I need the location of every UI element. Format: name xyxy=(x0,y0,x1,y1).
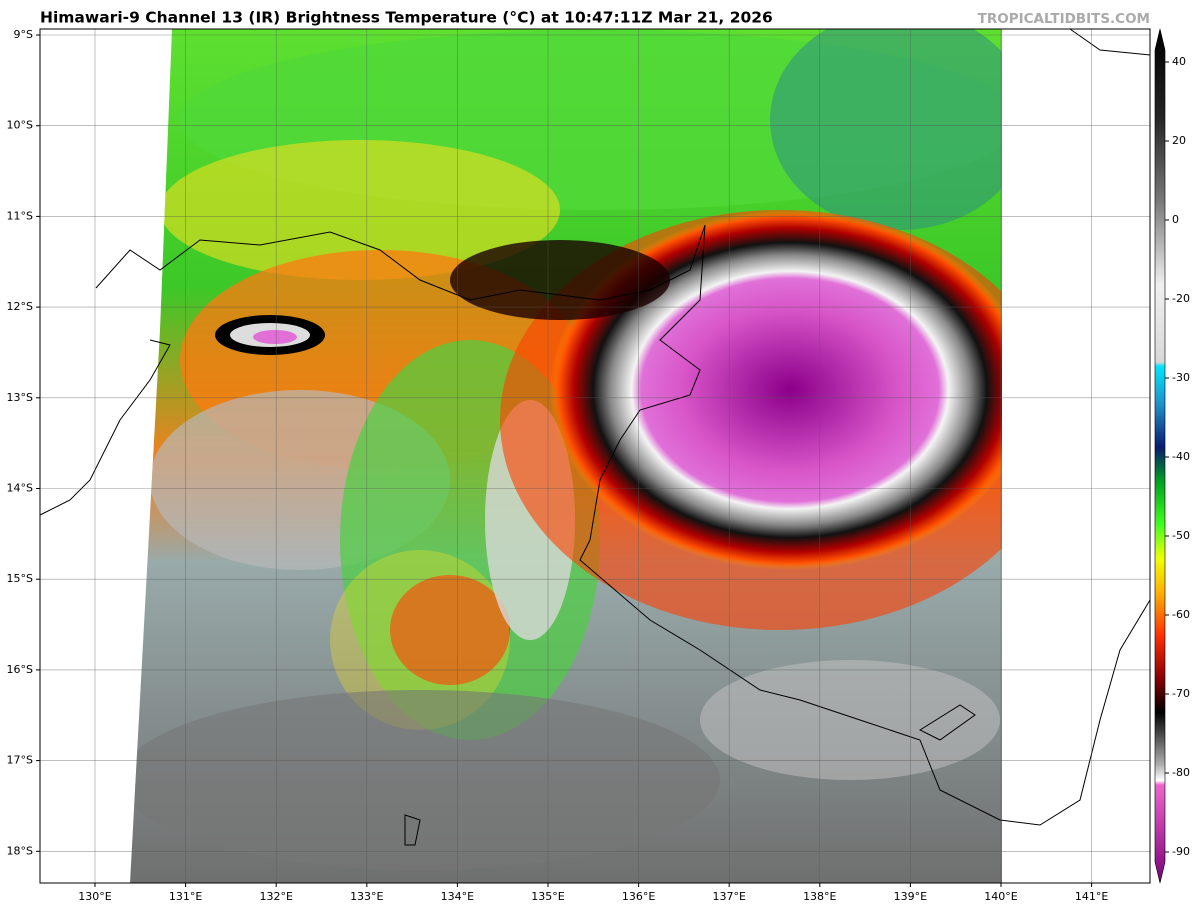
lat-label: 17°S xyxy=(7,754,33,767)
lon-label: 138°E xyxy=(803,890,836,903)
lat-label: 15°S xyxy=(7,572,33,585)
lat-label: 13°S xyxy=(7,391,33,404)
map-frame xyxy=(39,28,1151,884)
colorbar-label: -60 xyxy=(1172,608,1190,621)
lon-label: 135°E xyxy=(531,890,564,903)
colorbar-label: -30 xyxy=(1172,371,1190,384)
lon-label: 137°E xyxy=(712,890,745,903)
colorbar-label: -70 xyxy=(1172,687,1190,700)
lon-label: 141°E xyxy=(1075,890,1108,903)
colorbar-label: 40 xyxy=(1172,55,1186,68)
lat-label: 18°S xyxy=(7,844,33,857)
colorbar-label: 0 xyxy=(1172,213,1179,226)
title: Himawari-9 Channel 13 (IR) Brightness Te… xyxy=(40,9,773,27)
satellite-imagery xyxy=(130,29,1002,883)
lon-label: 140°E xyxy=(984,890,1017,903)
lat-label: 16°S xyxy=(7,663,33,676)
colorbar-label: -90 xyxy=(1172,845,1190,858)
lat-label: 10°S xyxy=(7,119,33,132)
lon-label: 131°E xyxy=(169,890,202,903)
colorbar-label: 20 xyxy=(1172,134,1186,147)
lon-label: 130°E xyxy=(78,890,111,903)
colorbar-label: -40 xyxy=(1172,450,1190,463)
colorbar-label: -50 xyxy=(1172,529,1190,542)
lat-label: 14°S xyxy=(7,482,33,495)
credit: TROPICALTIDBITS.COM xyxy=(978,11,1150,27)
lon-label: 136°E xyxy=(622,890,655,903)
lon-label: 133°E xyxy=(350,890,383,903)
lon-label: 139°E xyxy=(894,890,927,903)
coastlines xyxy=(39,28,1151,846)
lat-label: 9°S xyxy=(14,28,33,41)
colorbar-label: -20 xyxy=(1172,292,1190,305)
colorbar-label: -80 xyxy=(1172,766,1190,779)
lon-label: 132°E xyxy=(259,890,292,903)
lon-label: 134°E xyxy=(441,890,474,903)
lat-label: 12°S xyxy=(7,300,33,313)
graticule xyxy=(40,29,1150,883)
colorbar xyxy=(1154,28,1166,884)
lat-label: 11°S xyxy=(7,209,33,222)
